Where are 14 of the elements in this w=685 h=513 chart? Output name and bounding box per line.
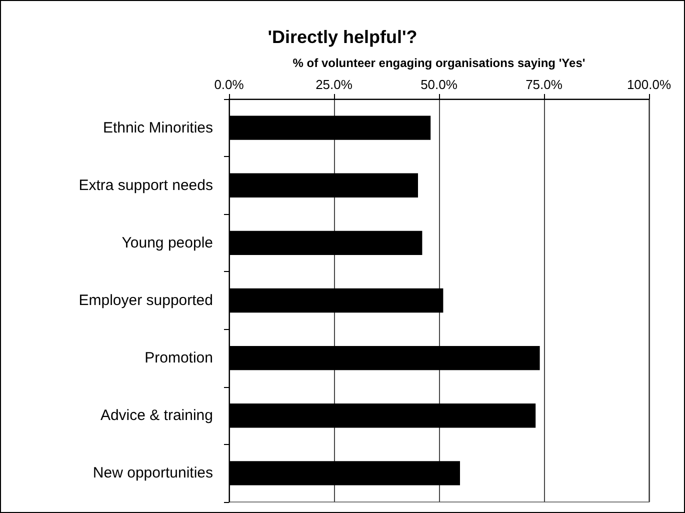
x-tick-label: 50.0% — [420, 77, 458, 92]
x-tick-label: 25.0% — [316, 77, 353, 92]
y-tick-label: Ethnic Minorities — [102, 119, 213, 136]
x-tick-label: 75.0% — [526, 77, 563, 92]
chart-title: 'Directly helpful'? — [268, 27, 418, 47]
x-tick-label: 0.0% — [214, 77, 244, 92]
y-tick-label: Employer supported — [78, 292, 213, 309]
x-axis-title: % of volunteer engaging organisations saying 'Yes' — [292, 56, 586, 70]
y-tick-label: Promotion — [144, 350, 213, 367]
y-tick-label: Extra support needs — [78, 176, 213, 194]
x-tick-label: 100.0% — [626, 77, 672, 92]
y-tick-label: New opportunities — [92, 464, 213, 482]
y-tick-label: Advice & training — [100, 407, 213, 424]
y-tick-label: Young people — [122, 234, 213, 252]
